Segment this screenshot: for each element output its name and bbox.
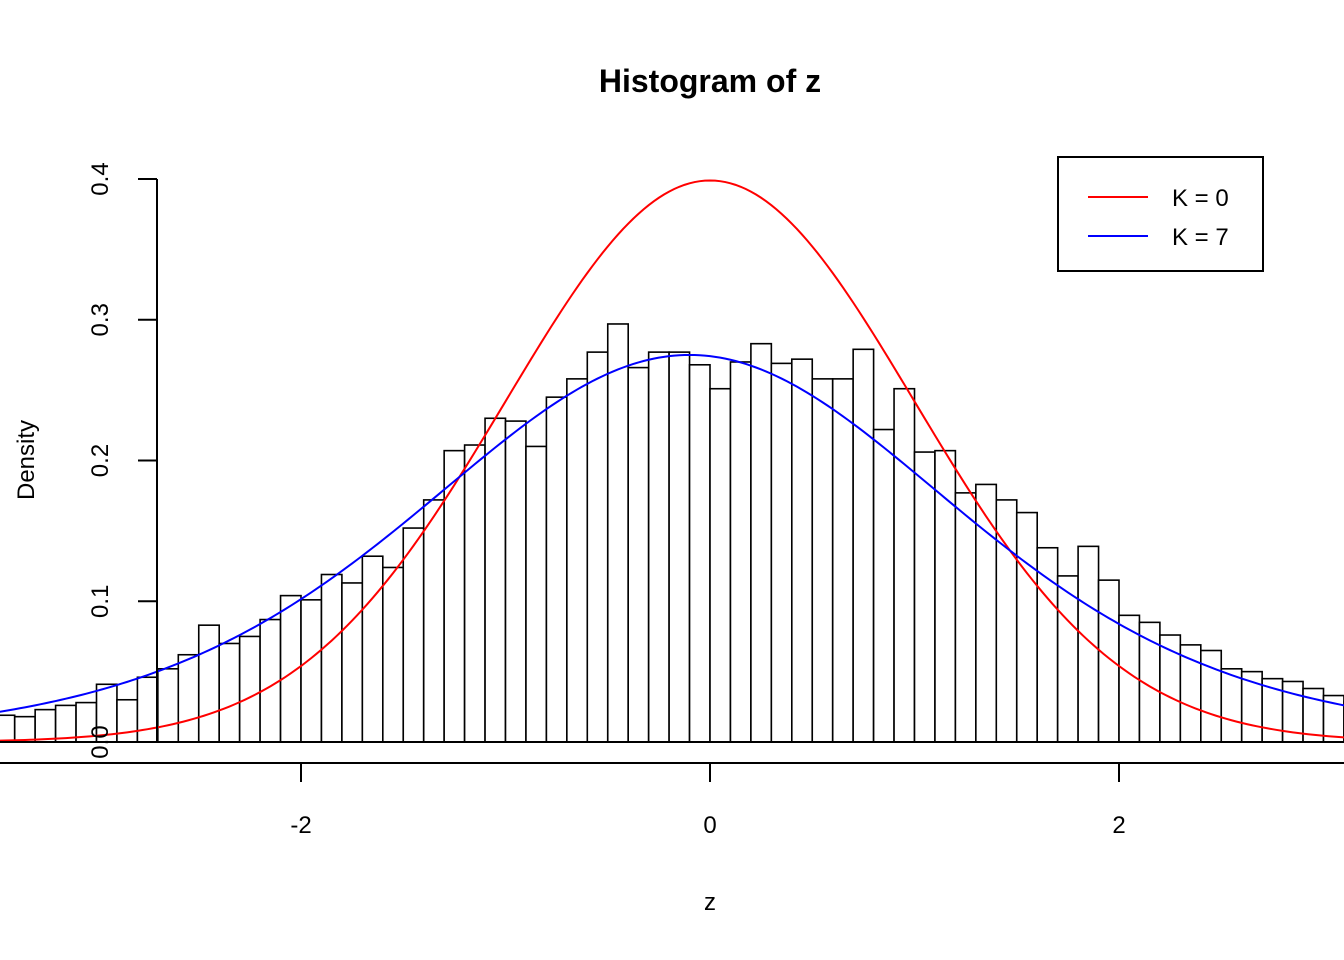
histogram-bar — [913, 451, 936, 743]
density-curves — [0, 179, 1344, 742]
histogram-bar — [361, 555, 384, 743]
histogram-bars — [0, 323, 1344, 743]
y-axis-label: Density — [13, 420, 40, 500]
histogram-bar — [729, 361, 752, 743]
histogram-bar — [197, 624, 221, 743]
y-tick-label: 0.3 — [87, 303, 114, 336]
histogram-bar — [831, 378, 854, 743]
histogram-bar — [525, 445, 548, 743]
histogram-bar — [1056, 575, 1079, 743]
histogram-bar — [341, 582, 364, 743]
histogram-bar — [688, 363, 711, 743]
histogram-bar — [320, 573, 343, 743]
histogram-bar — [668, 351, 691, 743]
histogram-bar — [566, 378, 589, 743]
histogram-bar — [402, 527, 425, 743]
histogram-bar — [238, 635, 261, 743]
histogram-bar — [54, 704, 77, 743]
histogram-bar — [790, 358, 814, 743]
histogram-bar — [893, 387, 916, 743]
x-axis-label: z — [704, 889, 716, 916]
histogram-bar — [852, 348, 875, 743]
histogram-bar — [136, 676, 159, 743]
histogram-bar — [1220, 668, 1243, 743]
histogram-bar — [1015, 511, 1039, 743]
histogram-bar — [116, 698, 139, 743]
histogram-bar — [709, 387, 732, 743]
histogram-bar — [586, 351, 609, 743]
histogram-bar — [545, 396, 568, 743]
histogram-bar — [157, 668, 180, 743]
x-tick-label: 0 — [703, 812, 716, 839]
histogram-bar — [750, 342, 773, 743]
histogram-bar — [13, 715, 36, 743]
y-tick-label: 0.4 — [87, 162, 114, 195]
legend-box — [1057, 156, 1264, 272]
histogram-bar — [1077, 545, 1100, 743]
y-tick-label: 0.1 — [87, 585, 114, 618]
histogram-bar — [463, 444, 486, 743]
y-tick-label: 0.0 — [87, 725, 114, 758]
histogram-bar — [300, 599, 323, 743]
histogram-bar — [218, 642, 241, 743]
y-tick-label: 0.2 — [87, 444, 114, 477]
histogram-bar — [381, 566, 405, 743]
x-tick-label: -2 — [290, 812, 311, 839]
chart-title: Histogram of z — [599, 63, 821, 99]
histogram-bar — [177, 653, 200, 743]
histogram-bar — [647, 351, 670, 743]
x-tick-label: 2 — [1112, 812, 1125, 839]
histogram-bar — [422, 499, 445, 743]
histogram-bar — [504, 420, 527, 743]
histogram-bar — [1036, 546, 1059, 743]
curve-k7 — [0, 353, 1344, 713]
histogram-bar — [0, 714, 16, 743]
histogram-bar — [811, 378, 834, 743]
histogram-bar — [484, 417, 507, 743]
legend: K = 0 K = 7 — [1057, 156, 1264, 272]
histogram-bar — [259, 618, 282, 743]
curve-k0 — [0, 179, 1344, 742]
histogram-bar — [627, 366, 650, 743]
x-axis: -4-2024 — [0, 762, 1344, 839]
histogram-bar — [770, 362, 793, 743]
histogram-bar — [1097, 579, 1120, 743]
histogram-bar — [606, 323, 630, 743]
histogram-bar — [954, 492, 977, 743]
legend-label-k0: K = 0 — [1172, 185, 1229, 212]
histogram-bar — [975, 483, 998, 743]
histogram-bar — [34, 708, 57, 743]
legend-label-k7: K = 7 — [1172, 224, 1229, 251]
y-axis: 0.0 0.1 0.2 0.3 0.4 — [87, 162, 158, 759]
histogram-bar — [934, 449, 957, 743]
histogram-bar — [872, 428, 895, 743]
